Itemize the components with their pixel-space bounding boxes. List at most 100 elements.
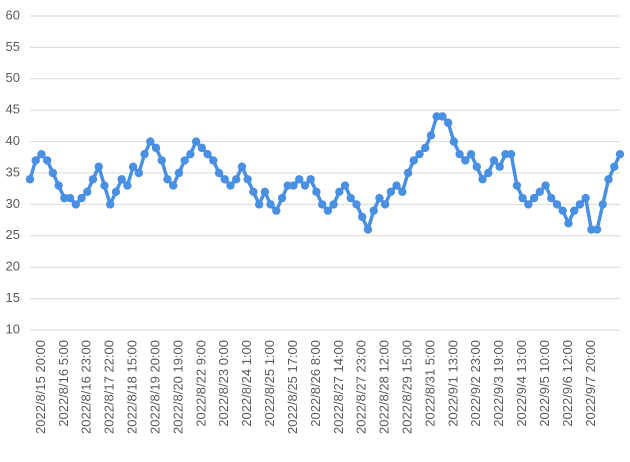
- data-point: [443, 118, 453, 127]
- data-point: [426, 131, 436, 140]
- data-point: [226, 181, 235, 190]
- data-point: [506, 149, 516, 159]
- data-point: [123, 181, 132, 190]
- data-point: [174, 168, 184, 178]
- data-point: [191, 137, 201, 146]
- data-point: [489, 156, 499, 165]
- x-tick-label: 2022/9/4 13:00: [514, 340, 529, 427]
- data-point: [569, 206, 579, 215]
- data-point: [254, 200, 264, 209]
- data-point: [134, 168, 144, 178]
- y-tick-label: 20: [6, 259, 20, 274]
- data-point: [117, 175, 126, 184]
- data-point: [151, 143, 161, 153]
- x-tick-label: 2022/9/7 20:00: [583, 340, 598, 427]
- data-point: [363, 225, 373, 234]
- x-tick-label: 2022/8/31 5:00: [422, 340, 437, 427]
- data-point: [323, 206, 333, 215]
- x-tick-label: 2022/9/6 12:00: [560, 340, 575, 427]
- data-point: [421, 143, 430, 153]
- data-point: [260, 187, 270, 197]
- data-point: [209, 156, 218, 165]
- data-point: [312, 187, 321, 197]
- data-point: [478, 175, 487, 184]
- data-point: [111, 187, 121, 197]
- x-tick-label: 2022/8/27 14:00: [331, 340, 346, 434]
- data-point: [249, 187, 258, 197]
- x-tick-label: 2022/8/15 20:00: [33, 340, 48, 434]
- data-point: [31, 156, 40, 165]
- data-point: [317, 200, 327, 209]
- data-point: [186, 149, 195, 159]
- data-point: [232, 175, 241, 184]
- data-point: [581, 193, 590, 203]
- data-point: [575, 200, 585, 209]
- data-point: [438, 112, 447, 121]
- data-point: [25, 175, 35, 184]
- data-point: [472, 162, 481, 171]
- x-tick-label: 2022/8/26 8:00: [308, 340, 323, 427]
- y-tick-label: 50: [6, 70, 20, 85]
- data-point: [564, 219, 573, 228]
- data-point: [386, 187, 396, 197]
- data-point: [300, 181, 310, 190]
- data-point: [100, 181, 109, 190]
- data-point: [54, 181, 63, 190]
- data-point: [37, 149, 46, 159]
- data-point: [461, 156, 470, 165]
- x-tick-label: 2022/8/27 23:00: [354, 340, 369, 434]
- data-point: [512, 181, 522, 190]
- data-point: [415, 149, 424, 159]
- data-point: [214, 168, 224, 178]
- x-tick-label: 2022/8/24 1:00: [239, 340, 254, 427]
- data-point: [592, 225, 602, 234]
- data-point: [610, 162, 619, 171]
- x-tick-label: 2022/9/3 19:00: [491, 340, 506, 427]
- x-tick-label: 2022/8/19 20:00: [147, 340, 162, 434]
- data-point: [409, 156, 418, 165]
- data-point: [94, 162, 103, 171]
- data-point: [42, 156, 52, 165]
- data-point: [380, 200, 390, 209]
- y-tick-label: 60: [6, 7, 20, 22]
- data-point: [484, 168, 493, 178]
- x-tick-label: 2022/9/5 10:00: [537, 340, 552, 427]
- x-tick-label: 2022/8/16 5:00: [56, 340, 71, 427]
- data-point: [146, 137, 155, 146]
- data-point: [518, 193, 527, 203]
- x-tick-label: 2022/8/28 12:00: [377, 340, 392, 434]
- x-tick-label: 2022/8/20 19:00: [170, 340, 185, 434]
- data-point: [306, 175, 315, 184]
- x-tick-label: 2022/8/25 1:00: [262, 340, 277, 427]
- data-point: [449, 137, 459, 146]
- data-point: [358, 212, 367, 222]
- y-tick-label: 55: [6, 39, 20, 54]
- data-point: [243, 175, 252, 184]
- data-point: [352, 200, 361, 209]
- data-point: [547, 193, 556, 203]
- data-point: [289, 181, 298, 190]
- data-point: [237, 162, 247, 171]
- data-point: [163, 175, 172, 184]
- data-point: [541, 181, 550, 190]
- x-tick-label: 2022/9/2 23:00: [468, 340, 483, 427]
- data-point: [615, 149, 625, 159]
- data-point: [535, 187, 545, 197]
- data-point: [71, 200, 81, 209]
- data-point: [598, 200, 608, 209]
- data-point: [329, 200, 338, 209]
- y-tick-label: 35: [6, 164, 20, 179]
- data-point: [295, 175, 304, 184]
- x-tick-label: 2022/8/16 23:00: [79, 340, 94, 434]
- data-point: [398, 187, 407, 197]
- data-point: [524, 200, 533, 209]
- data-point: [266, 200, 275, 209]
- x-tick-label: 2022/8/25 17:00: [285, 340, 300, 434]
- data-point: [140, 149, 149, 159]
- data-point: [346, 193, 355, 203]
- data-point: [375, 193, 384, 203]
- data-point: [392, 181, 401, 190]
- data-point: [105, 200, 115, 209]
- x-tick-label: 2022/8/18 15:00: [125, 340, 140, 434]
